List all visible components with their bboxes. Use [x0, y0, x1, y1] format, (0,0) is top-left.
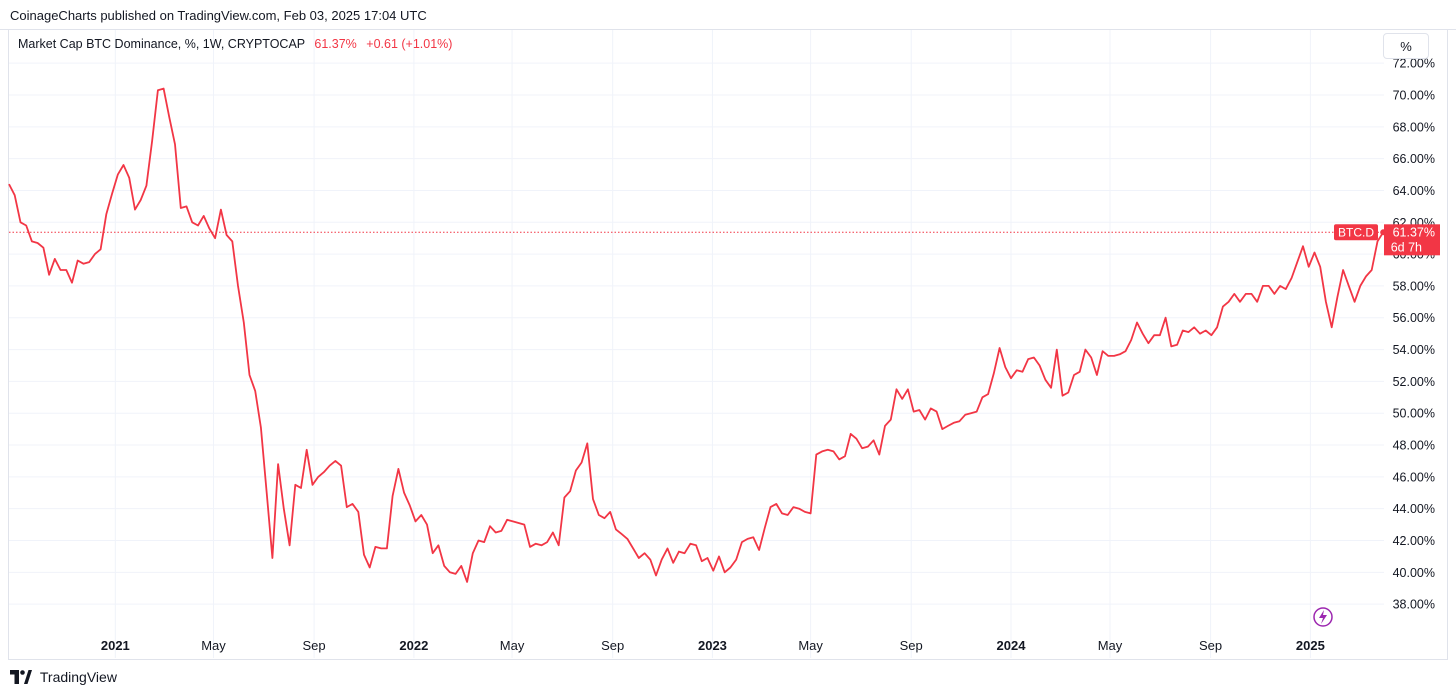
- x-tick-label: May: [798, 638, 823, 653]
- series-layer: [8, 87, 1384, 583]
- chart-frame: [8, 29, 1448, 660]
- y-tick-label: 68.00%: [1393, 120, 1435, 134]
- y-tick-label: 72.00%: [1393, 57, 1435, 71]
- y-tick-label: 40.00%: [1393, 566, 1435, 580]
- x-tick-label: Sep: [900, 638, 923, 653]
- grid-lines: [9, 30, 1384, 658]
- y-tick-label: 50.00%: [1393, 407, 1435, 421]
- legend-change: +0.61 (+1.01%): [366, 37, 453, 51]
- y-tick-label: 52.00%: [1393, 375, 1435, 389]
- publish-info: CoinageCharts published on TradingView.c…: [10, 8, 427, 23]
- current-value-label: 61.37%: [1393, 225, 1435, 239]
- brand-name: TradingView: [39, 669, 117, 686]
- countdown-label: 6d 7h: [1391, 240, 1422, 254]
- y-tick-label: 48.00%: [1393, 439, 1435, 453]
- x-tick-label: 2021: [101, 638, 130, 653]
- x-tick-label: 2025: [1296, 638, 1325, 653]
- y-tick-label: 44.00%: [1393, 502, 1435, 516]
- x-tick-label: Sep: [1199, 638, 1222, 653]
- x-tick-label: May: [1098, 638, 1123, 653]
- current-value-badge: [1384, 224, 1440, 256]
- ticker-label: BTC.D: [1338, 225, 1374, 239]
- tradingview-logo-icon: [10, 670, 32, 685]
- y-tick-label: 66.00%: [1393, 152, 1435, 166]
- ticker-badge: [1334, 224, 1378, 241]
- y-tick-label: 56.00%: [1393, 311, 1435, 325]
- x-tick-label: 2022: [399, 638, 428, 653]
- y-tick-label: 54.00%: [1393, 343, 1435, 357]
- x-tick-label: 2023: [698, 638, 727, 653]
- y-tick-label: 46.00%: [1393, 470, 1435, 484]
- x-tick-label: Sep: [303, 638, 326, 653]
- percent-scale-button[interactable]: %: [1383, 33, 1429, 59]
- legend-symbol: Market Cap BTC Dominance, %, 1W, CRYPTOC…: [18, 37, 305, 51]
- footer-brand[interactable]: TradingView: [10, 668, 117, 688]
- y-tick-label: 64.00%: [1393, 184, 1435, 198]
- axes: 2021 May Sep 2022 May Sep 2023 May Sep 2024 May Sep…: [101, 57, 1435, 653]
- series-line-btc-dominance: [8, 87, 1384, 583]
- y-tick-label: 70.00%: [1393, 89, 1435, 103]
- price-label-layer: BTC.D 61.37%6d 7h: [9, 224, 1440, 627]
- chart-legend[interactable]: Market Cap BTC Dominance, %, 1W, CRYPTOC…: [18, 37, 452, 51]
- x-tick-label: 2024: [997, 638, 1027, 653]
- x-tick-label: Sep: [601, 638, 624, 653]
- y-tick-label: 38.00%: [1393, 598, 1435, 612]
- x-tick-label: May: [500, 638, 525, 653]
- y-tick-label: 58.00%: [1393, 279, 1435, 293]
- lightning-icon: [1313, 607, 1333, 627]
- x-tick-label: May: [201, 638, 226, 653]
- y-tick-label: 42.00%: [1393, 534, 1435, 548]
- legend-last-value: 61.37%: [314, 37, 357, 51]
